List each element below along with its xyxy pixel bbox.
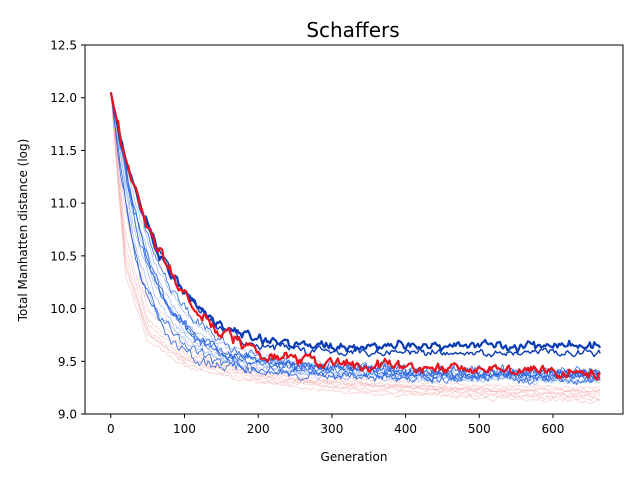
- y-tick-label: 12.5: [50, 39, 77, 53]
- series-line-1: [110, 92, 601, 397]
- x-tick-label: 300: [320, 422, 343, 436]
- x-tick-label: 100: [173, 422, 196, 436]
- y-tick-label: 10.5: [50, 249, 77, 263]
- series-line-14: [110, 92, 601, 386]
- x-tick-label: 600: [542, 422, 565, 436]
- x-tick-label: 400: [394, 422, 417, 436]
- series-line-8: [110, 92, 601, 400]
- plot-frame: [84, 44, 624, 415]
- series-line-17: [110, 92, 601, 384]
- y-tick-label: 9.0: [58, 408, 77, 422]
- y-tick-label: 11.0: [50, 197, 77, 211]
- series-line-5: [110, 92, 601, 405]
- y-tick-label: 9.5: [58, 355, 77, 369]
- x-axis-label: Generation: [321, 450, 388, 464]
- x-axis: 0 100 200 300 400 500 600: [107, 414, 564, 436]
- series-group: [109, 92, 602, 405]
- y-tick-label: 12.0: [50, 91, 77, 105]
- x-tick-label: 0: [107, 422, 115, 436]
- series-line-22: [109, 92, 601, 381]
- y-axis: 9.0 9.5 10.0 10.5 11.0 11.5 12.0 12.5: [50, 39, 85, 422]
- series-line-6: [110, 92, 601, 390]
- y-tick-label: 10.0: [50, 302, 77, 316]
- x-tick-label: 200: [247, 422, 270, 436]
- series-line-21: [110, 92, 601, 358]
- y-axis-label: Total Manhatten distance (log): [16, 139, 30, 323]
- y-tick-label: 11.5: [50, 144, 77, 158]
- chart-title: Schaffers: [306, 18, 399, 42]
- x-tick-label: 500: [468, 422, 491, 436]
